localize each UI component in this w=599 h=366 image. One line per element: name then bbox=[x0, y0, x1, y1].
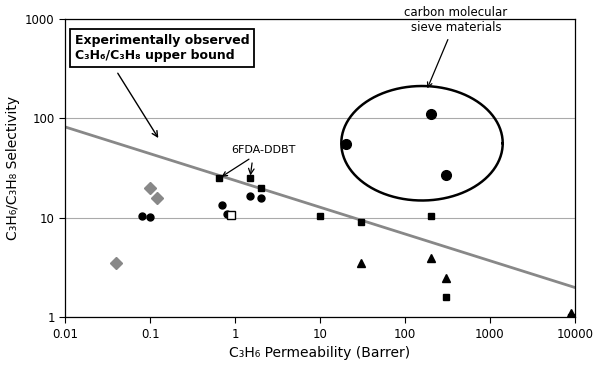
Text: carbon molecular
sieve materials: carbon molecular sieve materials bbox=[404, 6, 507, 87]
Text: Experimentally observed
C₃H₆/C₃H₈ upper bound: Experimentally observed C₃H₆/C₃H₈ upper … bbox=[75, 34, 249, 62]
Y-axis label: C₃H₆/C₃H₈ Selectivity: C₃H₆/C₃H₈ Selectivity bbox=[5, 96, 20, 240]
Text: 6FDA-DDBT: 6FDA-DDBT bbox=[223, 145, 295, 176]
X-axis label: C₃H₆ Permeability (Barrer): C₃H₆ Permeability (Barrer) bbox=[229, 347, 410, 361]
